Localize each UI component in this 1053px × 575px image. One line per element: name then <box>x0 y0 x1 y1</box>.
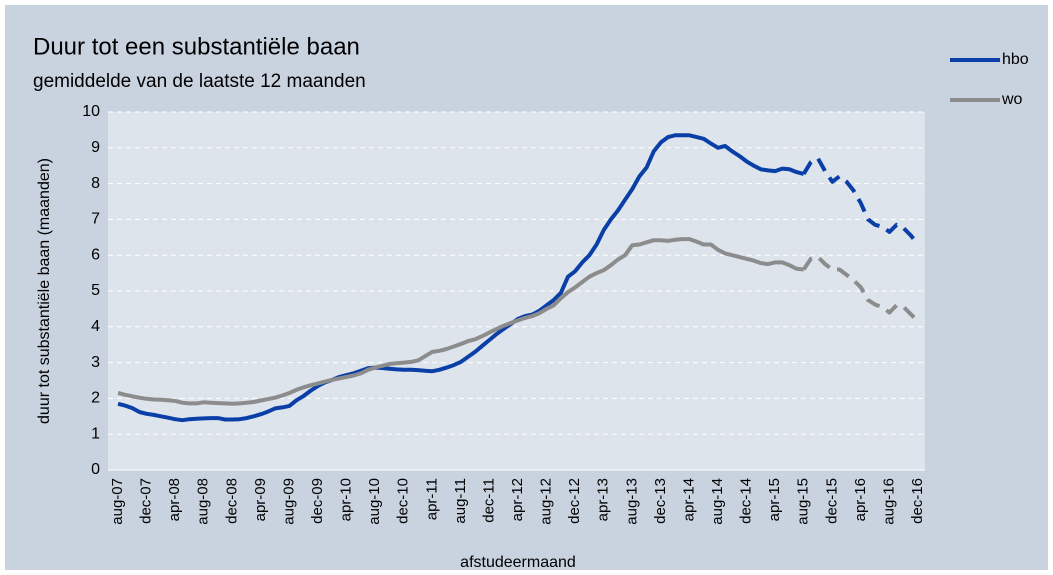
x-tick-label: apr-09 <box>252 478 269 521</box>
x-axis-title: afstudeermaand <box>460 554 576 571</box>
x-tick-label: dec-09 <box>309 478 326 524</box>
x-tick-label: apr-16 <box>852 478 869 521</box>
y-tick-label: 9 <box>91 139 100 156</box>
legend-label: hbo <box>1002 51 1029 68</box>
x-tick-label: apr-13 <box>595 478 612 521</box>
y-tick-label: 2 <box>91 390 100 407</box>
x-tick-label: aug-12 <box>538 478 555 525</box>
x-tick-label: apr-14 <box>680 478 697 521</box>
y-tick-label: 3 <box>91 354 100 371</box>
x-tick-label: apr-12 <box>509 478 526 521</box>
x-tick-label: dec-13 <box>652 478 669 524</box>
y-tick-label: 8 <box>91 175 100 192</box>
y-tick-label: 4 <box>91 318 100 335</box>
x-tick-label: apr-10 <box>338 478 355 521</box>
series-line <box>117 237 804 406</box>
x-tick-label: aug-08 <box>195 478 212 525</box>
y-tick-label: 1 <box>91 425 100 442</box>
y-tick-label: 6 <box>91 246 100 263</box>
x-tick-label: apr-15 <box>766 478 783 521</box>
x-tick-label: aug-14 <box>709 478 726 525</box>
series-line <box>801 156 920 246</box>
x-tick-label: aug-15 <box>795 478 812 525</box>
y-axis-title: duur tot substantiële baan (maanden) <box>36 158 53 424</box>
x-tick-label: aug-16 <box>880 478 897 525</box>
x-tick-label: aug-07 <box>109 478 126 525</box>
x-tick-label: dec-15 <box>823 478 840 524</box>
x-tick-label: apr-08 <box>166 478 183 521</box>
chart-title: Duur tot een substantiële baan <box>33 33 360 60</box>
x-tick-label: dec-14 <box>738 478 755 524</box>
y-tick-label: 10 <box>82 103 100 120</box>
x-tick-label: dec-16 <box>909 478 926 524</box>
legend-label: wo <box>1001 91 1023 108</box>
y-tick-label: 0 <box>91 461 100 478</box>
y-tick-label: 5 <box>91 282 100 299</box>
x-tick-label: aug-10 <box>366 478 383 525</box>
y-tick-label: 7 <box>91 211 100 228</box>
x-tick-label: dec-10 <box>395 478 412 524</box>
x-tick-label: dec-08 <box>223 478 240 524</box>
x-tick-label: dec-07 <box>138 478 155 524</box>
x-tick-label: dec-11 <box>480 478 497 523</box>
x-tick-label: aug-11 <box>452 478 469 524</box>
x-tick-label: apr-11 <box>423 478 440 520</box>
series-line <box>117 133 805 423</box>
series-line <box>802 255 920 323</box>
x-tick-label: aug-13 <box>623 478 640 525</box>
x-tick-label: aug-09 <box>280 478 297 525</box>
chart-subtitle: gemiddelde van de laatste 12 maanden <box>33 71 366 92</box>
x-tick-label: dec-12 <box>566 478 583 524</box>
